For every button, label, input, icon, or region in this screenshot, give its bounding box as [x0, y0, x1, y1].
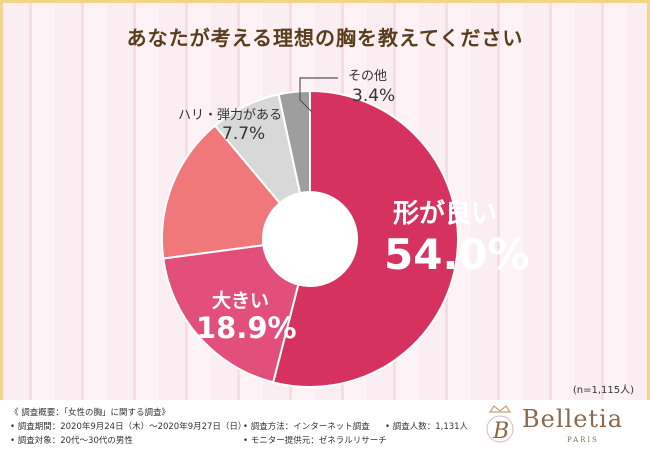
- survey-summary: 《 調査概要：「女性の胸」に関する調査》: [10, 408, 170, 418]
- crown-b-logo-icon: B: [486, 405, 514, 444]
- survey-target: • 調査対象：20代〜30代の男性: [10, 436, 133, 446]
- value-other: 3.4%: [352, 86, 396, 106]
- donut-chart: [161, 77, 459, 388]
- survey-period: • 調査期間：2020年9月24日（木）〜2020年9月27日（日）: [10, 422, 247, 432]
- leader-line-other: [299, 77, 338, 113]
- survey-count: • 調査人数：1,131人: [385, 422, 469, 432]
- label-size: 大きい: [212, 290, 270, 312]
- survey-footer: 《 調査概要：「女性の胸」に関する調査》 • 調査期間：2020年9月24日（木…: [0, 400, 650, 450]
- label-soft: 柔らかい: [180, 182, 252, 203]
- sample-size-note: (n=1,115人): [572, 385, 634, 396]
- donut-hole: [263, 192, 357, 286]
- survey-provider: • モニター提供元：ゼネラルリサーチ: [243, 436, 387, 446]
- survey-method: • 調査方法：インターネット調査: [243, 422, 370, 432]
- value-size: 18.9%: [196, 311, 297, 345]
- brand-sub: PARIS: [567, 436, 599, 444]
- label-elastic: ハリ・弾力がある: [178, 108, 283, 123]
- label-other: その他: [348, 69, 388, 84]
- brand-name: Belletia: [522, 405, 624, 433]
- value-elastic: 7.7%: [222, 124, 266, 144]
- svg-text:B: B: [492, 419, 509, 444]
- slice-shape: [271, 89, 459, 388]
- value-shape: 54.0%: [384, 230, 530, 279]
- chart-title: あなたが考える理想の胸を教えてください: [126, 26, 524, 50]
- label-shape: 形が良い: [393, 199, 498, 229]
- value-soft: 16.0%: [178, 200, 262, 228]
